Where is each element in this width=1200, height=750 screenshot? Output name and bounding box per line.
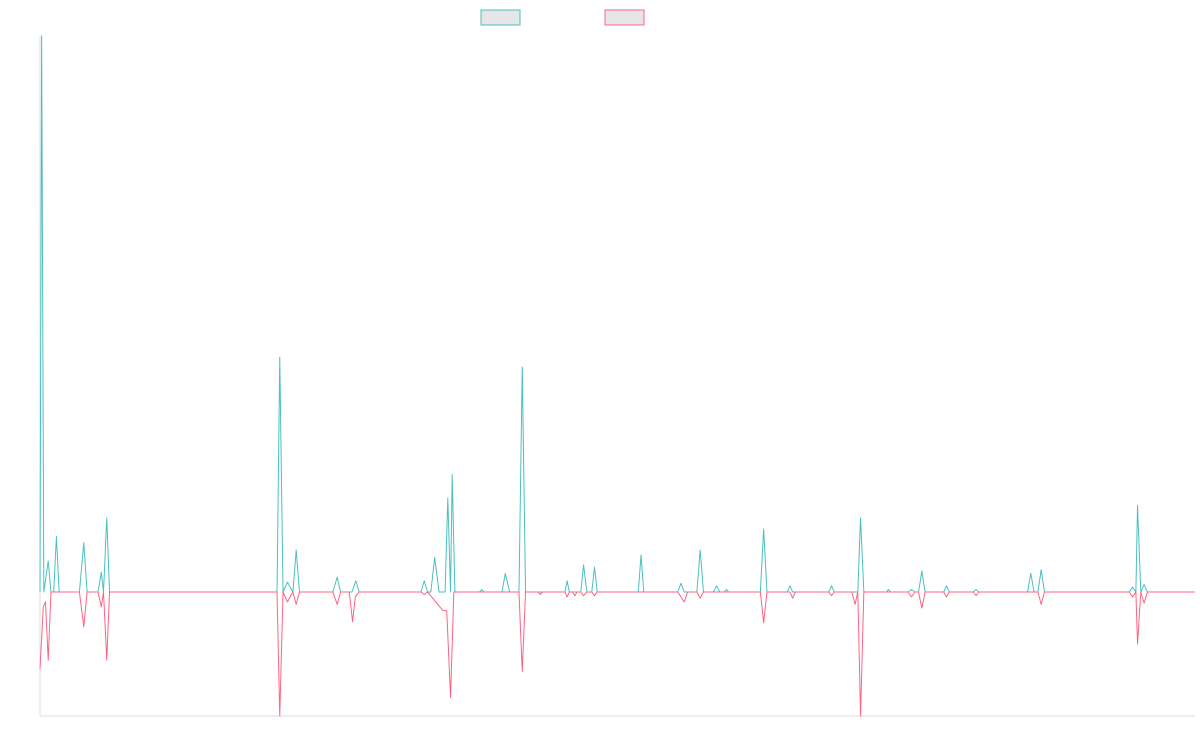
legend[interactable] (481, 10, 644, 25)
axes (40, 36, 1195, 716)
series-line-1 (40, 36, 1195, 592)
series-lines (40, 36, 1195, 716)
legend-swatch-2[interactable] (605, 10, 644, 25)
series-line-2 (40, 592, 1195, 716)
legend-swatch-1[interactable] (481, 10, 520, 25)
